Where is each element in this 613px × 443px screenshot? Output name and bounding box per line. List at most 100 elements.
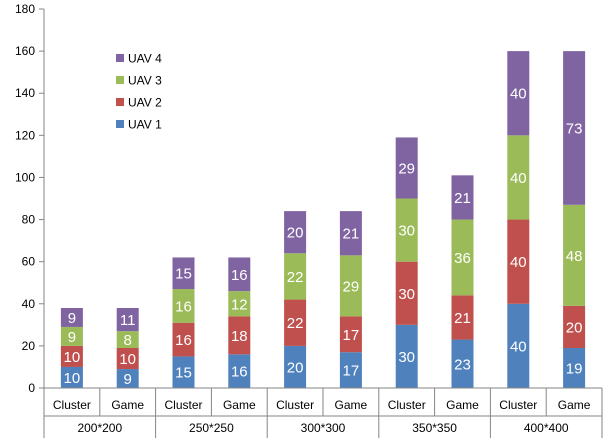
bar-segment-uav-4 — [395, 137, 418, 199]
bar-segment-uav-1 — [339, 352, 362, 388]
bar-segment-uav-2 — [228, 316, 251, 355]
bar-value-label: 29 — [398, 160, 415, 177]
bar-value-label: 16 — [175, 298, 192, 315]
x-category-label: Game — [558, 398, 591, 412]
bar-value-label: 22 — [287, 269, 304, 286]
bar-segment-uav-1 — [60, 366, 83, 388]
bar-segment-uav-4 — [284, 211, 307, 254]
bar-segment-uav-1 — [284, 345, 307, 388]
legend-entry-label: UAV 4 — [128, 52, 162, 66]
bar-value-label: 20 — [566, 319, 583, 336]
bar-value-label: 40 — [510, 170, 527, 187]
bar-segment-uav-2 — [451, 295, 474, 340]
legend-entry-label: UAV 1 — [128, 118, 162, 132]
bar-value-label: 40 — [510, 338, 527, 355]
legend-swatch — [116, 120, 124, 128]
x-category-label: Cluster — [388, 398, 426, 412]
bar-segment-uav-2 — [60, 345, 83, 367]
bar-segment-uav-4 — [116, 307, 139, 332]
bar-value-label: 48 — [566, 248, 583, 265]
x-category-label: Game — [335, 398, 368, 412]
y-tick-label: 40 — [22, 297, 36, 311]
bar-segment-uav-2 — [507, 219, 530, 304]
legend-swatch — [116, 54, 124, 62]
bar-value-label: 12 — [231, 296, 248, 313]
bar-segment-uav-3 — [60, 326, 83, 346]
bar-value-label: 9 — [68, 310, 76, 327]
bar-segment-uav-4 — [507, 51, 530, 136]
axis-layer: 0 20 40 60 80 100 120 140 160 180 Cluster Game Clust… — [15, 2, 603, 438]
bar-segment-uav-3 — [116, 331, 139, 348]
bar-segment-uav-4 — [60, 307, 83, 327]
bar-value-label: 73 — [566, 120, 583, 137]
bar-value-label: 20 — [287, 225, 304, 242]
bar-value-label: 17 — [343, 327, 360, 344]
bar-value-label: 40 — [510, 254, 527, 271]
y-tick-label: 60 — [22, 255, 36, 269]
data-labels-layer: 10 10 9 9 9 10 8 11 15 16 16 15 16 18 12 16 20 22 22 20 17 17… — [64, 86, 583, 388]
bars-layer — [60, 51, 586, 388]
x-category-label: Cluster — [164, 398, 202, 412]
bar-segment-uav-2 — [116, 347, 139, 370]
bar-value-label: 17 — [343, 363, 360, 380]
bar-value-label: 18 — [231, 328, 248, 345]
x-category-label: Cluster — [499, 398, 537, 412]
bar-value-label: 30 — [398, 286, 415, 303]
bar-segment-uav-3 — [395, 198, 418, 262]
bar-segment-uav-2 — [172, 322, 195, 357]
x-category-label: Cluster — [276, 398, 314, 412]
bar-value-label: 10 — [119, 351, 136, 368]
bar-segment-uav-1 — [172, 356, 195, 388]
bar-value-label: 10 — [64, 370, 81, 387]
x-group-label: 250*250 — [189, 421, 234, 435]
bar-segment-uav-4 — [228, 257, 251, 292]
bar-value-label: 36 — [454, 250, 471, 267]
x-group-label: 350*350 — [412, 421, 457, 435]
bar-value-label: 11 — [120, 312, 136, 329]
bar-value-label: 9 — [68, 329, 76, 346]
bar-segment-uav-2 — [339, 316, 362, 353]
bar-value-label: 9 — [124, 371, 132, 388]
bar-segment-uav-1 — [507, 303, 530, 388]
bar-value-label: 40 — [510, 86, 527, 103]
bar-segment-uav-1 — [395, 324, 418, 388]
x-category-label: Game — [223, 398, 256, 412]
y-tick-label: 80 — [22, 213, 36, 227]
bar-value-label: 15 — [175, 266, 192, 283]
y-tick-label: 160 — [15, 44, 35, 58]
bar-segment-uav-2 — [563, 305, 586, 348]
bar-value-label: 30 — [398, 349, 415, 366]
bar-segment-uav-1 — [451, 339, 474, 388]
bar-value-label: 20 — [287, 359, 304, 376]
legend: UAV 4 UAV 3 UAV 2 UAV 1 — [116, 52, 162, 132]
y-tick-label: 100 — [15, 170, 35, 184]
bar-segment-uav-4 — [172, 257, 195, 290]
y-tick-label: 120 — [15, 128, 35, 142]
legend-entry-label: UAV 3 — [128, 74, 162, 88]
bar-value-label: 21 — [343, 226, 360, 243]
bar-value-label: 15 — [175, 365, 192, 382]
bar-segment-uav-3 — [339, 255, 362, 317]
bar-value-label: 29 — [343, 278, 360, 295]
bar-segment-uav-3 — [451, 219, 474, 296]
y-tick-label: 180 — [15, 2, 35, 16]
y-tick-label: 20 — [22, 339, 36, 353]
bar-value-label: 10 — [64, 349, 81, 366]
bar-value-label: 16 — [175, 332, 192, 349]
bar-value-label: 30 — [398, 223, 415, 240]
bar-value-label: 16 — [231, 267, 248, 284]
x-group-label: 200*200 — [77, 421, 122, 435]
bar-segment-uav-2 — [284, 299, 307, 346]
legend-swatch — [116, 76, 124, 84]
legend-swatch — [116, 98, 124, 106]
x-category-label: Game — [446, 398, 479, 412]
bar-value-label: 21 — [454, 190, 471, 207]
bar-segment-uav-2 — [395, 261, 418, 325]
bar-segment-uav-3 — [563, 204, 586, 306]
bar-segment-uav-3 — [507, 135, 530, 220]
bar-segment-uav-1 — [228, 354, 251, 388]
bar-value-label: 23 — [454, 356, 471, 373]
y-tick-label: 140 — [15, 86, 35, 100]
